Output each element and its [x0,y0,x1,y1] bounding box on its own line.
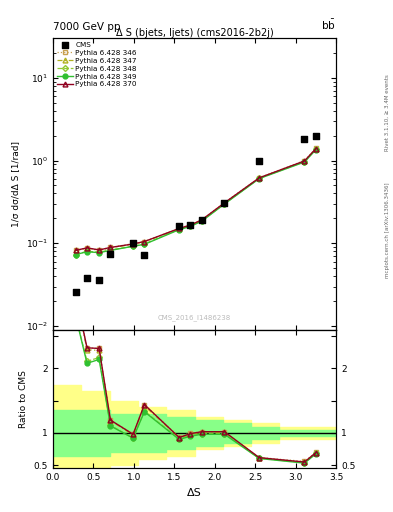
Pythia 6.428 370 [188,222,193,228]
CMS [130,239,136,247]
Pythia 6.428 370 [177,225,182,231]
CMS [176,222,182,230]
Pythia 6.428 370 [84,245,89,251]
Pythia 6.428 349 [131,243,136,249]
Pythia 6.428 349 [142,241,147,247]
Pythia 6.428 347 [222,200,227,206]
Pythia 6.428 349 [177,227,182,233]
Pythia 6.428 348 [257,175,262,181]
Title: Δ S (bjets, ljets) (cms2016-2b2j): Δ S (bjets, ljets) (cms2016-2b2j) [116,28,274,37]
Pythia 6.428 347 [73,247,78,253]
Pythia 6.428 346 [222,200,227,206]
Pythia 6.428 370 [131,241,136,247]
Pythia 6.428 346 [314,145,318,152]
Pythia 6.428 347 [302,158,307,164]
Pythia 6.428 346 [108,244,113,250]
Pythia 6.428 348 [73,251,78,258]
Pythia 6.428 348 [188,223,193,229]
Pythia 6.428 370 [302,158,307,164]
Pythia 6.428 348 [108,247,113,253]
Pythia 6.428 349 [97,249,101,255]
CMS [221,199,228,207]
Pythia 6.428 349 [222,201,227,207]
Text: mcplots.cern.ch [arXiv:1306.3436]: mcplots.cern.ch [arXiv:1306.3436] [385,183,389,278]
Pythia 6.428 349 [302,159,307,165]
Pythia 6.428 348 [302,159,307,165]
Pythia 6.428 349 [108,247,113,253]
Pythia 6.428 347 [142,239,147,245]
CMS [199,216,205,224]
Legend: CMS, Pythia 6.428 346, Pythia 6.428 347, Pythia 6.428 348, Pythia 6.428 349, Pyt: CMS, Pythia 6.428 346, Pythia 6.428 347,… [55,40,138,89]
Y-axis label: 1/σ dσ/dΔ S [1/rad]: 1/σ dσ/dΔ S [1/rad] [11,141,20,227]
Pythia 6.428 347 [84,245,89,251]
CMS [141,250,147,259]
X-axis label: ΔS: ΔS [187,488,202,498]
Pythia 6.428 349 [73,251,78,258]
Pythia 6.428 349 [188,223,193,229]
CMS [96,276,102,284]
Text: 7000 GeV pp: 7000 GeV pp [53,22,121,32]
Pythia 6.428 348 [131,243,136,249]
Pythia 6.428 370 [97,247,101,253]
Pythia 6.428 370 [73,247,78,253]
Pythia 6.428 347 [131,241,136,247]
Pythia 6.428 347 [188,222,193,228]
Pythia 6.428 346 [84,245,89,251]
Pythia 6.428 349 [314,147,318,153]
Pythia 6.428 347 [257,175,262,181]
Pythia 6.428 370 [142,239,147,245]
Pythia 6.428 348 [97,249,101,255]
Pythia 6.428 370 [257,175,262,181]
CMS [84,274,90,282]
Pythia 6.428 346 [142,239,147,245]
Pythia 6.428 370 [108,244,113,250]
CMS [73,288,79,296]
Pythia 6.428 346 [131,241,136,247]
Pythia 6.428 349 [200,218,204,224]
Pythia 6.428 346 [188,222,193,228]
Pythia 6.428 346 [200,217,204,223]
Pythia 6.428 348 [200,218,204,224]
Pythia 6.428 348 [314,146,318,153]
Pythia 6.428 370 [314,145,318,152]
CMS [107,250,114,258]
Text: b$\bar{\rm b}$: b$\bar{\rm b}$ [321,17,336,32]
Pythia 6.428 349 [257,176,262,182]
Pythia 6.428 346 [73,247,78,253]
Y-axis label: Ratio to CMS: Ratio to CMS [19,370,28,428]
Pythia 6.428 348 [222,201,227,207]
Pythia 6.428 370 [222,200,227,206]
Pythia 6.428 346 [257,175,262,181]
CMS [187,221,194,229]
Line: Pythia 6.428 370: Pythia 6.428 370 [73,146,318,253]
Pythia 6.428 347 [177,226,182,232]
CMS [313,132,319,140]
Pythia 6.428 347 [108,245,113,251]
Line: Pythia 6.428 349: Pythia 6.428 349 [73,147,318,257]
CMS [301,135,308,143]
Pythia 6.428 346 [302,158,307,164]
Line: Pythia 6.428 348: Pythia 6.428 348 [73,147,318,257]
Pythia 6.428 348 [84,248,89,254]
Pythia 6.428 347 [314,146,318,152]
Pythia 6.428 346 [97,247,101,253]
Pythia 6.428 347 [200,217,204,223]
Line: Pythia 6.428 347: Pythia 6.428 347 [73,146,318,253]
Pythia 6.428 348 [177,226,182,232]
Pythia 6.428 347 [97,247,101,253]
Line: Pythia 6.428 346: Pythia 6.428 346 [73,146,318,253]
Pythia 6.428 346 [177,225,182,231]
Text: CMS_2016_I1486238: CMS_2016_I1486238 [158,314,231,321]
Pythia 6.428 370 [200,217,204,223]
Pythia 6.428 349 [84,249,89,255]
Text: Rivet 3.1.10, ≥ 3.4M events: Rivet 3.1.10, ≥ 3.4M events [385,74,389,151]
Pythia 6.428 348 [142,241,147,247]
CMS [256,157,263,165]
